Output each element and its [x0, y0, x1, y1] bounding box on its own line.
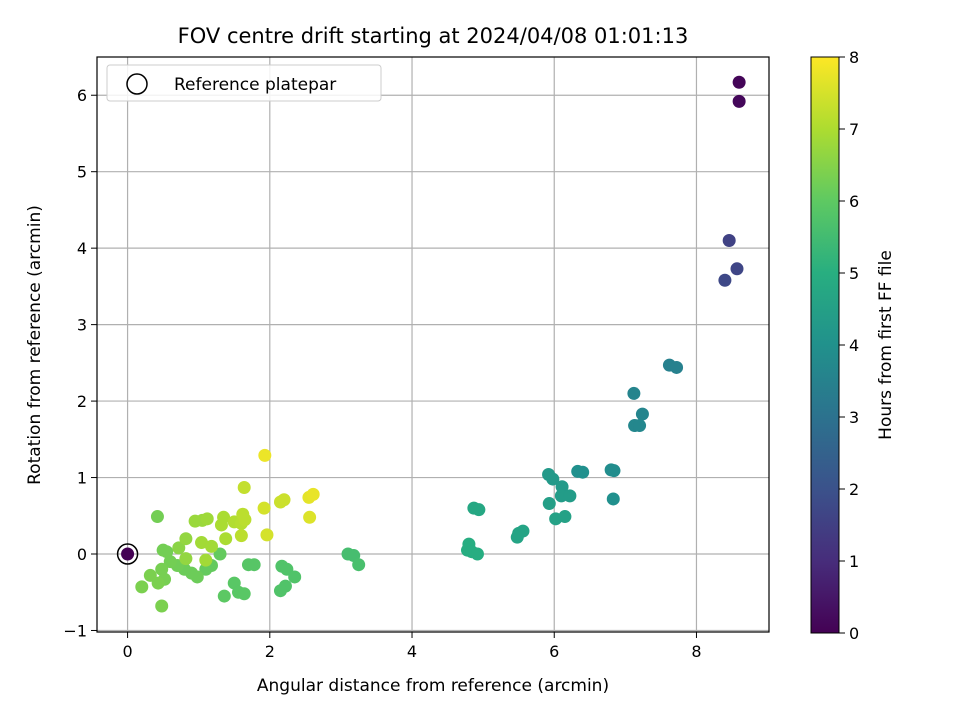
data-point [472, 503, 486, 517]
x-tick-label: 8 [691, 642, 701, 661]
data-point [155, 599, 169, 613]
data-point [670, 360, 684, 374]
grid-lines [97, 57, 769, 632]
colorbar-tick-label: 4 [849, 336, 859, 355]
y-tick-label: 5 [77, 163, 87, 182]
x-tick-label: 4 [407, 642, 417, 661]
data-point [143, 568, 157, 582]
colorbar: 0 1 2 3 4 5 6 7 8 Hours from first FF file [810, 48, 896, 643]
data-point [213, 547, 227, 561]
data-point [217, 510, 231, 524]
colorbar-tick-label: 3 [849, 408, 859, 427]
x-axis-label: Angular distance from reference (arcmin) [257, 676, 609, 696]
legend-box [106, 64, 382, 102]
data-point [200, 512, 214, 526]
data-point [257, 501, 271, 515]
data-point [732, 94, 746, 108]
colorbar-gradient [810, 56, 840, 634]
data-point [237, 480, 251, 494]
data-point [510, 530, 524, 544]
data-point [627, 386, 641, 400]
data-point [606, 492, 620, 506]
data-point [563, 489, 577, 503]
data-point [542, 497, 556, 511]
x-tick-label: 6 [549, 642, 559, 661]
data-point [179, 552, 193, 566]
data-point [633, 419, 647, 433]
legend: Reference platepar [106, 64, 382, 102]
data-point [199, 562, 213, 576]
colorbar-tick-label: 1 [849, 552, 859, 571]
data-point [273, 584, 287, 598]
y-tick-label: 3 [77, 316, 87, 335]
data-point [163, 555, 177, 569]
colorbar-ticks: 0 1 2 3 4 5 6 7 8 [839, 48, 859, 643]
data-point [470, 547, 484, 561]
data-point [718, 273, 732, 287]
colorbar-tick-label: 6 [849, 192, 859, 211]
colorbar-tick-label: 5 [849, 264, 859, 283]
data-point [234, 529, 248, 543]
data-point [219, 532, 233, 546]
colorbar-tick-label: 2 [849, 480, 859, 499]
data-point [607, 464, 621, 478]
scatter-points [116, 75, 746, 613]
data-point [135, 580, 149, 594]
data-point [306, 487, 320, 501]
legend-marker-reference [126, 73, 148, 95]
reference-point [121, 547, 135, 561]
data-point [195, 536, 209, 550]
data-point [352, 558, 366, 572]
data-point [546, 472, 560, 486]
x-tick-label: 0 [122, 642, 132, 661]
plot-area [97, 57, 769, 632]
data-point [576, 465, 590, 479]
legend-label-reference: Reference platepar [174, 75, 336, 95]
data-point [199, 553, 213, 567]
y-axis-ticks: −1 0 1 2 3 4 5 6 [63, 86, 97, 640]
data-point [217, 589, 231, 603]
data-point [236, 507, 250, 521]
data-point [732, 75, 746, 89]
y-tick-label: 2 [77, 392, 87, 411]
plot-frame [96, 56, 770, 633]
data-point [288, 570, 302, 584]
x-axis-ticks: 0 2 4 6 8 [122, 632, 702, 661]
y-tick-label: −1 [63, 621, 87, 640]
colorbar-label: Hours from first FF file [876, 250, 896, 440]
data-point [260, 528, 274, 542]
data-point [247, 558, 261, 572]
data-point [558, 510, 572, 524]
data-point [722, 234, 736, 248]
y-axis-label: Rotation from reference (arcmin) [25, 205, 45, 485]
data-point [258, 448, 272, 462]
colorbar-tick-label: 0 [849, 624, 859, 643]
data-point [172, 541, 186, 555]
y-tick-label: 0 [77, 545, 87, 564]
data-point [635, 407, 649, 421]
x-tick-label: 2 [265, 642, 275, 661]
data-point [303, 510, 317, 524]
y-tick-label: 6 [77, 86, 87, 105]
data-point [277, 493, 291, 507]
data-point [204, 539, 218, 553]
data-point [160, 545, 174, 559]
data-point [237, 587, 251, 601]
y-tick-label: 1 [77, 469, 87, 488]
data-point [155, 562, 169, 576]
colorbar-tick-label: 8 [849, 48, 859, 67]
data-point [730, 262, 744, 276]
data-point [179, 532, 193, 546]
reference-platepar-marker [116, 543, 139, 565]
data-point [150, 510, 164, 524]
chart-title: FOV centre drift starting at 2024/04/08 … [178, 24, 689, 48]
colorbar-tick-label: 7 [849, 120, 859, 139]
y-tick-label: 4 [77, 239, 87, 258]
